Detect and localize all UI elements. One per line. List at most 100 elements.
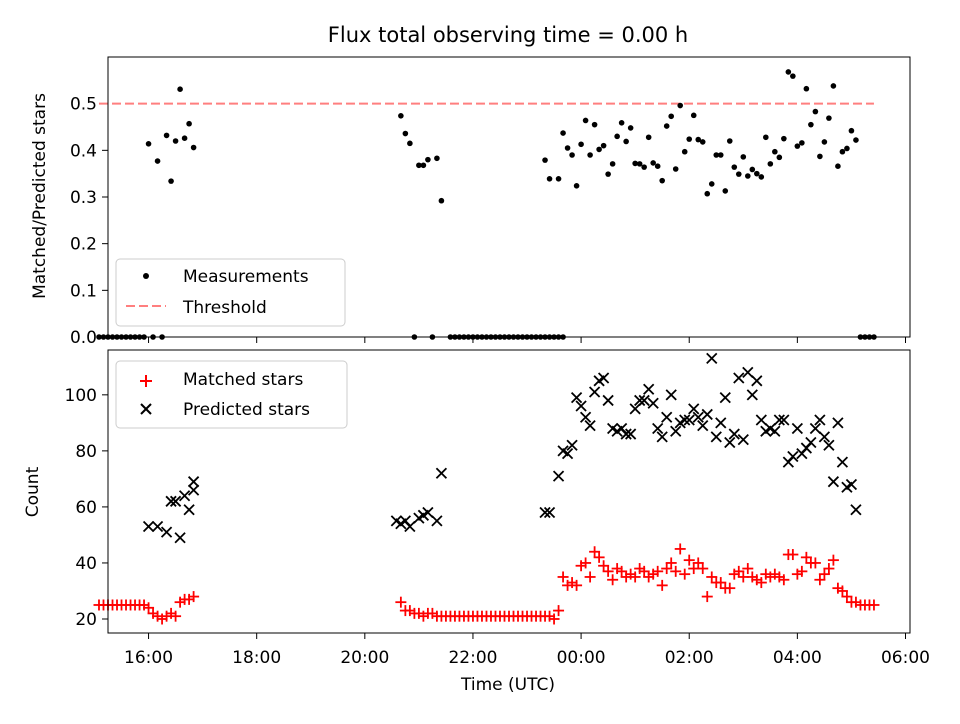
measurement-point [632,160,638,167]
x-axis-label: Time (UTC) [460,675,555,695]
matched-star-point [580,557,592,569]
matched-star-point [800,551,812,563]
matched-star-point [787,549,799,561]
matched-star-point [170,610,182,622]
measurement-point [713,152,720,158]
predicted-star-point [169,495,182,507]
measurement-point [677,102,684,109]
matched-star-point [679,568,691,580]
predicted-star-point [719,391,731,404]
measurement-point [844,145,850,152]
measurement-point [668,113,675,120]
measurement-point [695,136,702,143]
predicted-star-point [160,526,173,538]
predicted-star-point [827,476,840,488]
predicted-star-point [643,383,655,395]
predicted-star-point [597,372,610,384]
predicted-star-point [845,478,858,491]
matched-star-point [598,560,610,572]
predicted-star-point [552,470,565,482]
matched-star-point [818,568,830,580]
measurement-point [744,173,751,179]
predicted-star-point [688,403,700,415]
matched-star-point [571,579,583,591]
predicted-star-point [165,495,177,507]
predicted-star-point [625,428,637,440]
measurement-point [420,162,427,169]
predicted-star-point [706,352,718,365]
matched-star-point [697,563,709,575]
measurement-point [605,171,611,177]
matched-star-point [553,605,565,617]
predicted-star-point [791,422,803,435]
matched-star-point [548,613,560,625]
measurement-point [799,140,805,146]
matched-star-point [715,577,727,589]
bottom-y-tick-label: 100 [65,386,97,406]
predicted-star-point [823,439,835,451]
predicted-star-point [814,414,826,426]
matched-stars-points [93,543,880,625]
predicted-star-point [435,467,448,479]
measurement-point [560,130,566,136]
chart-title: Flux total observing time = 0.00 h [328,23,688,47]
predicted-star-point [634,394,646,407]
predicted-star-point [561,448,574,460]
measurement-point [735,171,742,177]
measurement-point [848,127,855,134]
measurement-point [686,136,693,142]
measurement-point [181,135,188,141]
bottom-y-tick-label: 20 [75,610,97,630]
measurement-point [681,148,688,155]
x-tick-label: 00:00 [557,648,606,668]
bottom-y-tick-label: 60 [75,498,97,518]
matched-star-point [188,591,200,603]
measurement-point [186,120,192,127]
predicted-star-point [151,520,164,533]
legend-measurements-label: Measurements [183,267,309,287]
top-panel: Matched/Predicted stars 0.00.10.20.30.40… [30,56,911,348]
measurement-point [645,134,652,141]
measurement-point [398,113,404,119]
predicted-star-point [656,431,668,443]
predicted-star-point [755,414,767,426]
top-legend: Measurements Threshold [115,258,346,327]
top-y-axis-label: Matched/Predicted stars [30,93,50,299]
legend-matched-label: Matched stars [183,370,303,390]
predicted-star-point [850,504,862,516]
matched-star-point [733,565,745,577]
predicted-star-point [539,506,551,519]
predicted-star-point [728,428,740,440]
predicted-star-point [751,375,763,387]
measurement-point [690,112,697,119]
predicted-star-point [174,532,186,544]
matched-star-point [701,591,713,603]
measurement-point [803,85,810,92]
measurement-point [100,334,107,340]
matched-star-point [778,574,790,586]
top-y-tick-label: 0.4 [70,141,97,161]
matched-star-point [706,571,718,583]
measurement-point [582,117,589,124]
predicted-star-point [832,417,844,429]
measurement-point [772,148,778,155]
matched-star-point [827,554,839,566]
measurement-point [767,161,774,167]
predicted-star-point [836,456,849,468]
matched-star-point [589,546,601,558]
measurement-point [808,121,814,128]
matched-star-point [665,557,677,569]
matched-star-point [143,602,155,614]
predicted-star-point [773,414,785,426]
measurement-point [731,164,738,170]
predicted-star-point [787,450,799,463]
predicted-star-point [629,403,641,415]
x-tick-label: 04:00 [773,648,822,668]
predicted-star-point [778,414,790,426]
measurement-point [754,170,760,177]
matched-star-point [724,582,736,594]
measurement-point [763,134,769,141]
x-tick-label: 02:00 [665,648,714,668]
bottom-y-tick-label: 80 [75,442,97,462]
